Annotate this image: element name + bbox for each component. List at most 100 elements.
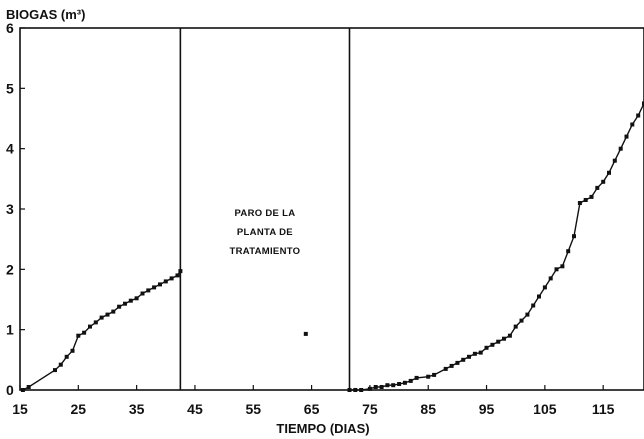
- data-point-s2-7: [385, 383, 390, 388]
- data-point-s2-32: [542, 285, 547, 290]
- x-tick-label-85: 85: [420, 401, 436, 417]
- y-tick-label-3: 3: [6, 201, 14, 217]
- data-point-s1-14: [117, 304, 122, 309]
- data-point-s2-48: [636, 113, 641, 118]
- data-point-s1-8: [82, 330, 87, 335]
- x-tick-label-25: 25: [71, 401, 87, 417]
- data-point-s2-47: [630, 122, 635, 127]
- data-point-s2-30: [531, 303, 536, 308]
- data-point-s1-25: [178, 269, 183, 274]
- data-point-s1-6: [70, 348, 75, 353]
- data-point-s1-20: [152, 285, 157, 290]
- data-point-s3-1: [303, 331, 308, 336]
- annotation-line-3: TRATAMIENTO: [230, 246, 301, 257]
- data-point-s2-45: [618, 146, 623, 151]
- data-point-s2-16: [449, 363, 454, 368]
- data-point-s2-15: [443, 366, 448, 371]
- y-tick-label-6: 6: [6, 20, 14, 36]
- data-point-s1-4: [58, 362, 63, 367]
- data-point-s2-38: [577, 201, 582, 205]
- data-point-s2-11: [408, 378, 413, 383]
- data-point-s2-24: [496, 339, 501, 344]
- data-point-s2-34: [554, 267, 559, 272]
- x-axis-ticks: 15 25 35 45 55 65 75 85 95 105 115: [12, 385, 615, 417]
- data-point-s1-16: [128, 298, 133, 303]
- data-point-s2-28: [519, 318, 524, 323]
- data-point-s2-14: [432, 372, 437, 377]
- data-point-s2-10: [402, 380, 407, 385]
- data-point-s2-9: [397, 382, 402, 386]
- x-tick-label-95: 95: [479, 401, 495, 417]
- data-point-s2-6: [379, 385, 384, 389]
- data-point-s2-41: [595, 185, 600, 190]
- data-point-s2-22: [484, 345, 489, 350]
- data-point-s2-36: [566, 249, 571, 254]
- data-point-s2-35: [560, 264, 565, 269]
- y-axis-title: BIOGAS (m³): [6, 7, 85, 22]
- annotation-line-1: PARO DE LA: [234, 208, 295, 219]
- x-tick-label-75: 75: [362, 401, 378, 417]
- data-point-s2-19: [467, 354, 471, 359]
- data-point-s2-3: [359, 388, 364, 392]
- y-tick-label-1: 1: [6, 322, 14, 338]
- x-tick-label-105: 105: [533, 401, 557, 417]
- data-point-s2-17: [455, 360, 460, 365]
- data-point-s1-22: [163, 279, 168, 284]
- data-point-s2-49: [642, 101, 644, 106]
- data-point-s2-21: [478, 350, 483, 355]
- data-point-s1-24: [175, 273, 180, 278]
- data-point-s1-17: [134, 296, 139, 301]
- y-tick-label-4: 4: [6, 141, 14, 157]
- y-tick-label-0: 0: [6, 382, 14, 398]
- data-point-s1-5: [64, 354, 69, 359]
- y-tick-label-5: 5: [6, 80, 14, 96]
- data-point-s1-2: [26, 385, 31, 389]
- data-point-s2-25: [502, 336, 506, 341]
- x-tick-label-65: 65: [304, 401, 320, 417]
- data-point-s1-19: [146, 288, 151, 293]
- data-point-s2-23: [490, 342, 495, 347]
- data-point-s1-9: [88, 324, 92, 329]
- data-point-s2-8: [391, 383, 396, 388]
- data-point-s2-2: [353, 388, 358, 392]
- x-tick-label-45: 45: [187, 401, 203, 417]
- y-tick-label-2: 2: [6, 261, 14, 277]
- data-point-s1-13: [111, 309, 116, 314]
- data-point-s2-27: [513, 324, 518, 329]
- y-axis-ticks: 0 1 2 3 4 5 6: [6, 20, 25, 398]
- data-point-s2-40: [589, 194, 594, 199]
- data-point-s2-12: [414, 375, 419, 380]
- plant-stop-annotation: PARO DE LA PLANTA DE TRATAMIENTO: [230, 208, 301, 257]
- x-tick-label-115: 115: [592, 401, 615, 417]
- data-point-s2-5: [373, 385, 378, 389]
- data-point-s2-42: [601, 179, 606, 184]
- data-point-s1-23: [169, 276, 174, 281]
- x-axis-title: TIEMPO (DIAS): [276, 421, 369, 436]
- data-point-s2-33: [548, 276, 553, 281]
- data-point-s1-18: [140, 291, 145, 296]
- annotation-line-2: PLANTA DE: [237, 227, 293, 238]
- data-point-s2-1: [347, 388, 352, 392]
- x-tick-label-15: 15: [12, 401, 28, 417]
- data-point-s2-43: [607, 170, 611, 175]
- plot-area: [19, 27, 644, 392]
- data-point-s2-18: [461, 357, 466, 362]
- x-tick-label-35: 35: [129, 401, 145, 417]
- data-point-s1-15: [123, 301, 127, 306]
- data-point-s1-11: [99, 315, 104, 320]
- data-point-s2-39: [583, 198, 588, 202]
- data-point-s1-7: [76, 333, 81, 338]
- data-point-s2-37: [572, 234, 576, 239]
- data-point-s2-26: [507, 333, 512, 338]
- data-point-s1-12: [105, 312, 110, 317]
- data-point-s2-29: [525, 312, 530, 317]
- data-point-s2-20: [472, 351, 477, 356]
- data-point-s2-46: [624, 134, 629, 139]
- data-point-s2-31: [537, 294, 541, 299]
- data-point-s1-21: [158, 282, 162, 287]
- data-point-s1-10: [93, 320, 98, 325]
- data-point-s2-13: [426, 374, 431, 379]
- x-tick-label-55: 55: [245, 401, 261, 417]
